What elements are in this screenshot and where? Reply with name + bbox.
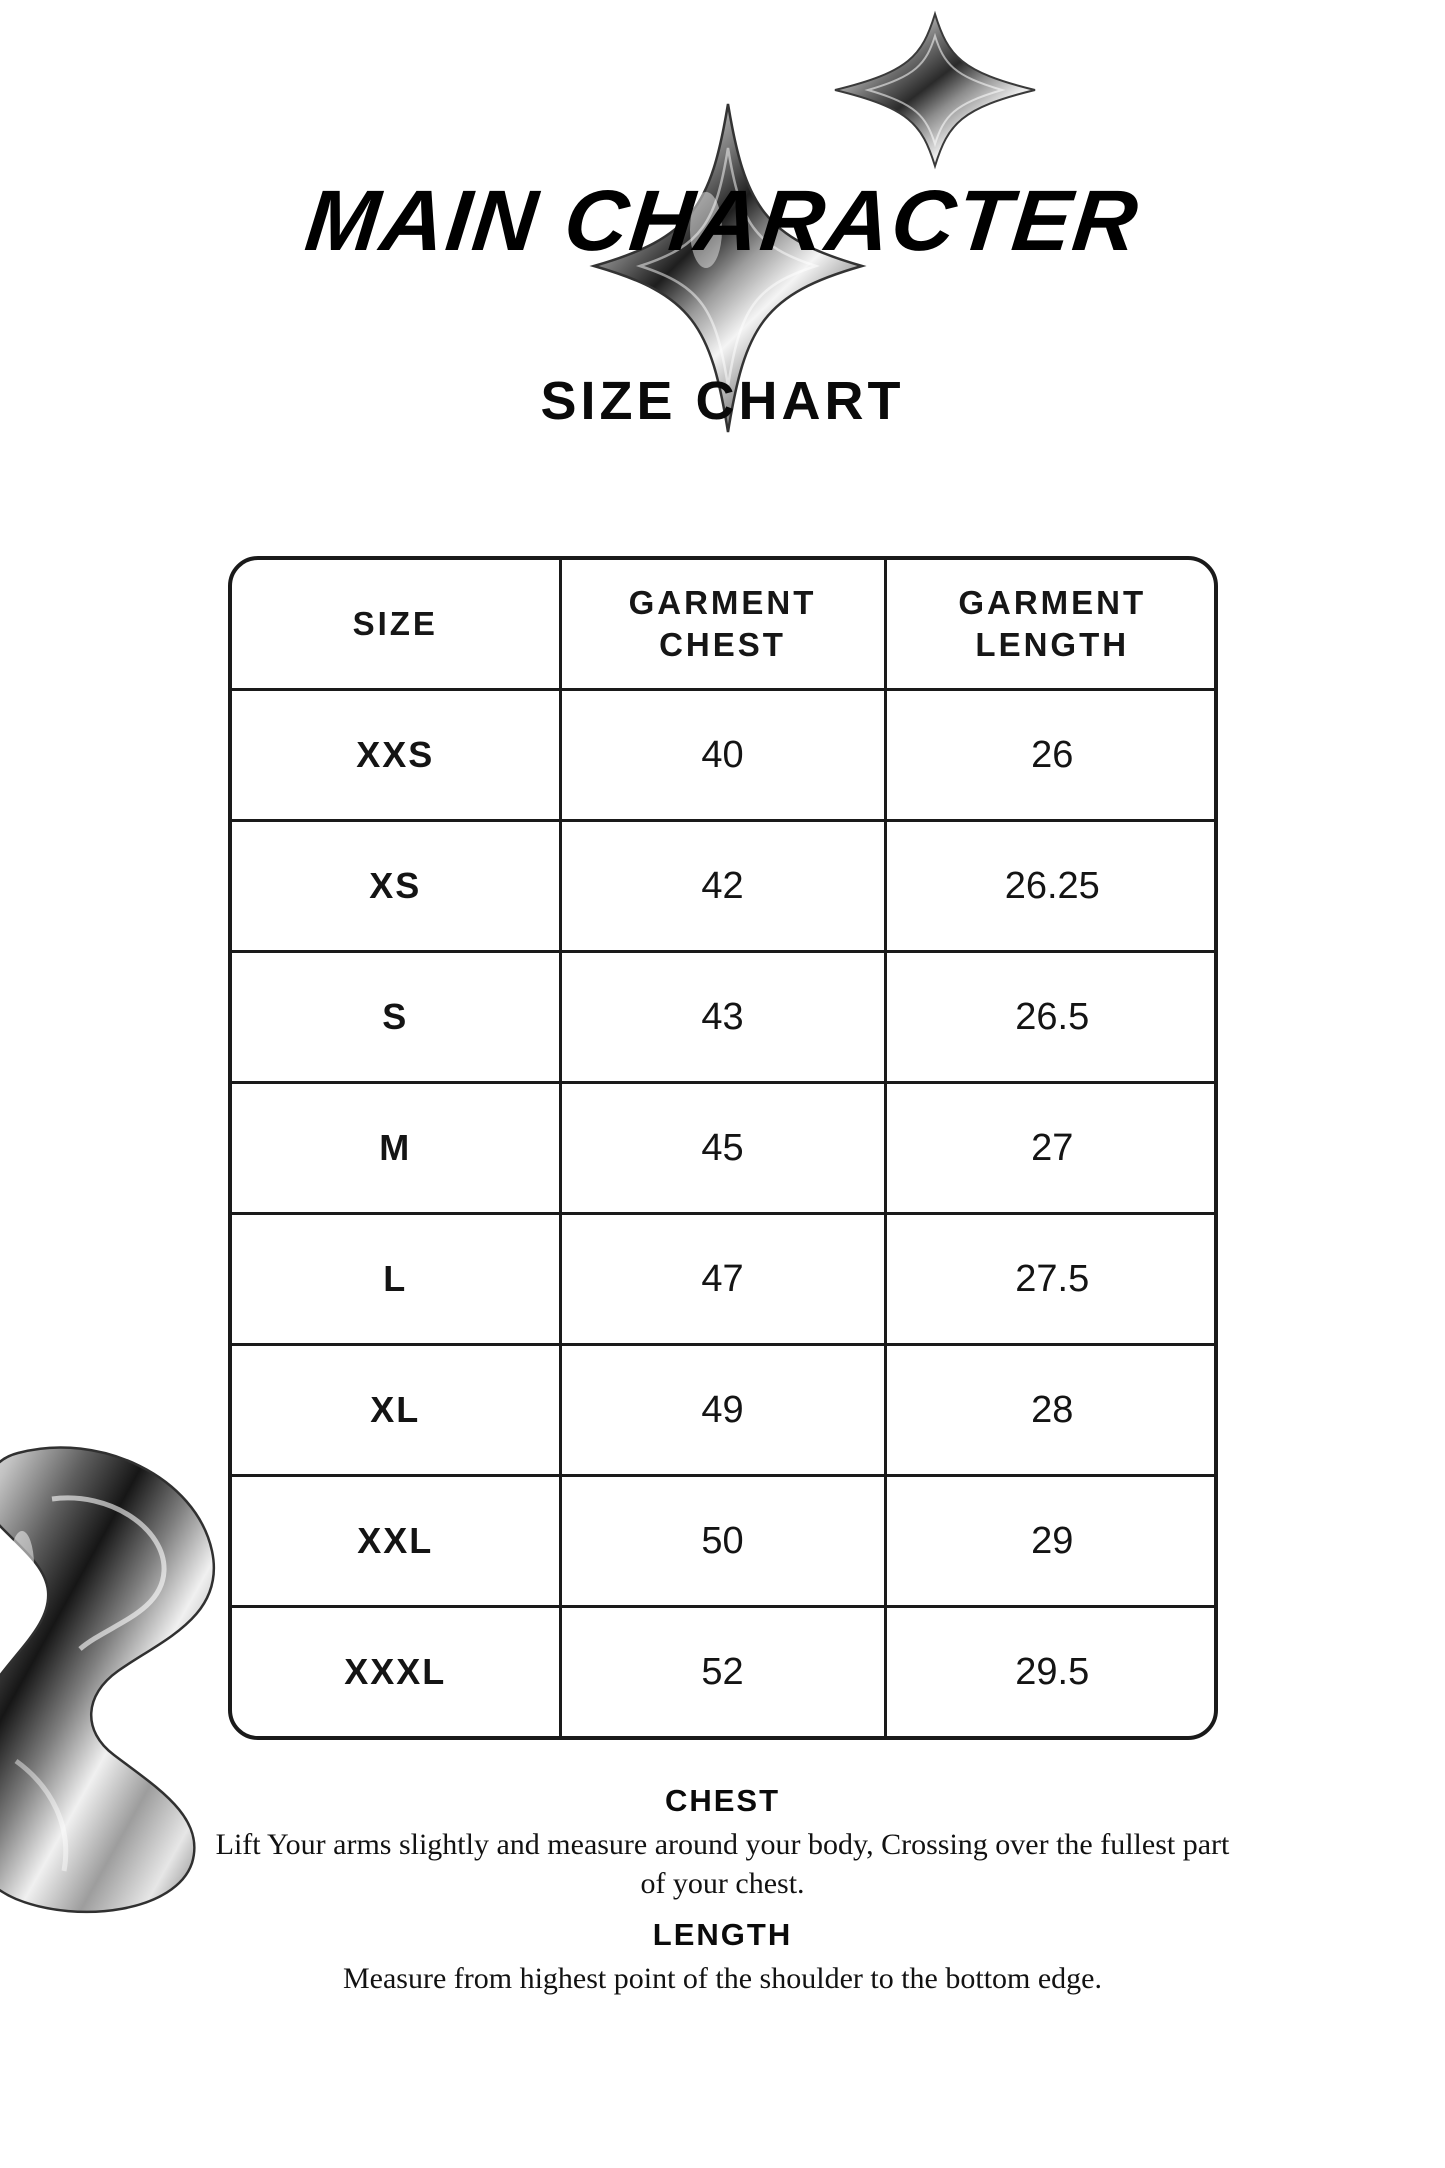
cell-size: XL [232,1343,562,1477]
cell-chest: 42 [558,819,887,953]
size-chart-table-wrapper: SIZE GARMENT CHEST GARMENT LENGTH XXS 40… [228,556,1222,1740]
table-body: XXS 40 26 XS 42 26.25 S 43 26.5 M 45 [232,688,1218,1736]
cell-size: M [232,1081,562,1215]
cell-length: 29.5 [883,1605,1218,1736]
table-row: M 45 27 [232,1081,1218,1215]
column-header-chest: GARMENT CHEST [558,560,887,691]
cell-chest: 52 [558,1605,887,1736]
cell-length: 27 [883,1081,1218,1215]
cell-chest: 40 [558,688,887,822]
cell-size: L [232,1212,562,1346]
table-row: XXXL 52 29.5 [232,1605,1218,1736]
table-row: L 47 27.5 [232,1212,1218,1346]
cell-chest: 50 [558,1474,887,1608]
cell-length: 27.5 [883,1212,1218,1346]
cell-length: 26.5 [883,950,1218,1084]
page-title: MAIN CHARACTER [301,173,1144,269]
cell-length: 26 [883,688,1218,822]
cell-size: XXS [232,688,562,822]
table-row: XS 42 26.25 [232,819,1218,953]
cell-length: 28 [883,1343,1218,1477]
cell-size: XXXL [232,1605,562,1736]
cell-length: 29 [883,1474,1218,1608]
size-chart-table: SIZE GARMENT CHEST GARMENT LENGTH XXS 40… [228,556,1222,1740]
table-header-row: SIZE GARMENT CHEST GARMENT LENGTH [232,560,1218,691]
note-text-chest: Lift Your arms slightly and measure arou… [215,1827,1230,1901]
cell-size: S [232,950,562,1084]
cell-length: 26.25 [883,819,1218,953]
cell-chest: 43 [558,950,887,1084]
column-header-length: GARMENT LENGTH [883,560,1218,691]
table-row: XXS 40 26 [232,688,1218,822]
table-row: XL 49 28 [232,1343,1218,1477]
cell-chest: 47 [558,1212,887,1346]
table-header: SIZE GARMENT CHEST GARMENT LENGTH [232,560,1218,691]
note-heading-chest: CHEST [664,1783,781,1818]
cell-size: XXL [232,1474,562,1608]
note-heading-length: LENGTH [652,1916,793,1952]
cell-chest: 49 [558,1343,887,1477]
cell-chest: 45 [558,1081,887,1215]
note-text-length: Measure from highest point of the should… [342,1961,1102,1995]
table-row: S 43 26.5 [232,950,1218,1084]
column-header-size: SIZE [232,560,562,691]
cell-size: XS [232,819,562,953]
table-row: XXL 50 29 [232,1474,1218,1608]
page-subtitle: SIZE CHART [540,371,905,431]
measurement-notes: CHEST Lift Your arms slightly and measur… [0,1782,1445,2008]
